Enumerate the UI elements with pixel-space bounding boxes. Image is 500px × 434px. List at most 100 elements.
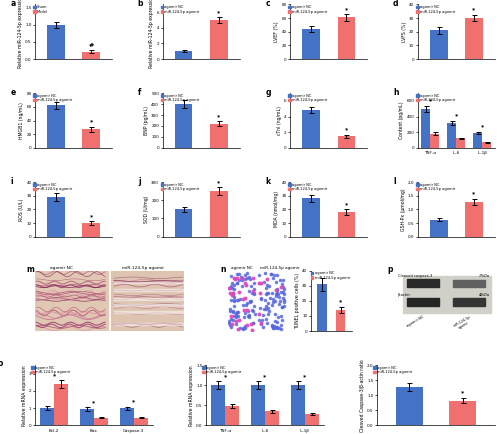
Bar	[251, 385, 265, 425]
Point	[233, 280, 241, 287]
Point	[250, 279, 258, 286]
Point	[257, 321, 265, 328]
Text: 42kDa: 42kDa	[479, 293, 490, 297]
Point	[280, 285, 287, 292]
Point	[243, 275, 251, 282]
Point	[269, 325, 277, 332]
Text: 17kDa: 17kDa	[479, 274, 490, 278]
Point	[240, 272, 248, 279]
Point	[268, 271, 276, 278]
Point	[230, 282, 237, 289]
Point	[250, 319, 258, 326]
Y-axis label: BNP (pg/mL): BNP (pg/mL)	[144, 106, 149, 135]
Point	[242, 294, 250, 301]
Point	[250, 302, 258, 309]
Point	[279, 295, 287, 302]
Point	[262, 290, 270, 297]
Point	[244, 307, 252, 314]
Point	[246, 312, 254, 319]
Point	[272, 293, 280, 299]
Point	[256, 304, 264, 311]
Point	[270, 272, 278, 279]
Text: *: *	[90, 214, 93, 219]
Point	[234, 275, 241, 282]
Point	[242, 281, 250, 288]
Point	[248, 320, 256, 327]
Point	[276, 325, 283, 332]
Bar	[447, 123, 456, 148]
Point	[244, 299, 252, 306]
Point	[274, 314, 282, 321]
Point	[270, 322, 278, 329]
Point	[264, 305, 272, 312]
Point	[235, 271, 243, 278]
Y-axis label: HMGB1 (ng/mL): HMGB1 (ng/mL)	[19, 102, 24, 139]
Point	[265, 308, 273, 315]
Point	[234, 297, 242, 304]
Point	[274, 286, 281, 293]
Point	[234, 276, 242, 283]
Text: *: *	[90, 119, 93, 125]
Point	[278, 288, 286, 295]
Point	[226, 284, 234, 291]
Y-axis label: MDA (nmol/mg): MDA (nmol/mg)	[274, 191, 280, 227]
Point	[279, 277, 287, 284]
Point	[269, 324, 277, 331]
Bar	[338, 17, 355, 59]
Point	[280, 302, 288, 309]
Bar	[302, 110, 320, 148]
Point	[250, 274, 258, 281]
Bar	[94, 418, 108, 425]
Text: j: j	[138, 177, 140, 186]
Point	[241, 325, 249, 332]
Point	[264, 289, 272, 296]
Bar	[456, 138, 466, 148]
Point	[239, 296, 247, 302]
Text: *: *	[339, 299, 342, 305]
Point	[246, 283, 254, 289]
Point	[228, 316, 235, 322]
Point	[245, 287, 253, 294]
Point	[239, 326, 247, 333]
Point	[272, 323, 280, 330]
Bar	[35, 271, 108, 331]
Point	[244, 312, 252, 319]
Bar	[212, 385, 226, 425]
Point	[272, 290, 280, 297]
Bar	[210, 124, 228, 148]
Text: *: *	[344, 202, 348, 207]
Legend: agomir NC, miR-124-5p agomir: agomir NC, miR-124-5p agomir	[160, 5, 200, 13]
Point	[255, 280, 263, 287]
Point	[232, 313, 239, 320]
Text: b: b	[138, 0, 143, 8]
Point	[264, 283, 272, 289]
Y-axis label: SOD (U/mg): SOD (U/mg)	[144, 196, 149, 223]
Text: *: *	[303, 374, 306, 379]
Bar	[338, 136, 355, 148]
Y-axis label: GSH-Px (μmol/mg): GSH-Px (μmol/mg)	[400, 188, 406, 231]
Bar	[421, 109, 430, 148]
Y-axis label: TUNEL positive cells (%): TUNEL positive cells (%)	[295, 273, 300, 329]
Point	[273, 286, 281, 293]
Point	[234, 288, 242, 295]
Point	[258, 316, 266, 323]
Point	[226, 322, 234, 329]
Bar	[175, 51, 192, 59]
Text: miR-124-5p
agomir: miR-124-5p agomir	[452, 315, 474, 332]
Bar	[482, 142, 492, 148]
Point	[230, 274, 238, 281]
Point	[259, 312, 267, 319]
Point	[228, 291, 236, 298]
Point	[255, 310, 263, 317]
Point	[276, 277, 284, 284]
Point	[272, 286, 280, 293]
Y-axis label: Content (pg/mL): Content (pg/mL)	[400, 102, 404, 139]
Bar	[134, 418, 147, 425]
Point	[236, 295, 244, 302]
Point	[242, 302, 250, 309]
Point	[257, 295, 265, 302]
Point	[234, 270, 241, 277]
Point	[250, 290, 258, 297]
Text: *: *	[224, 374, 227, 379]
Bar	[430, 220, 448, 237]
